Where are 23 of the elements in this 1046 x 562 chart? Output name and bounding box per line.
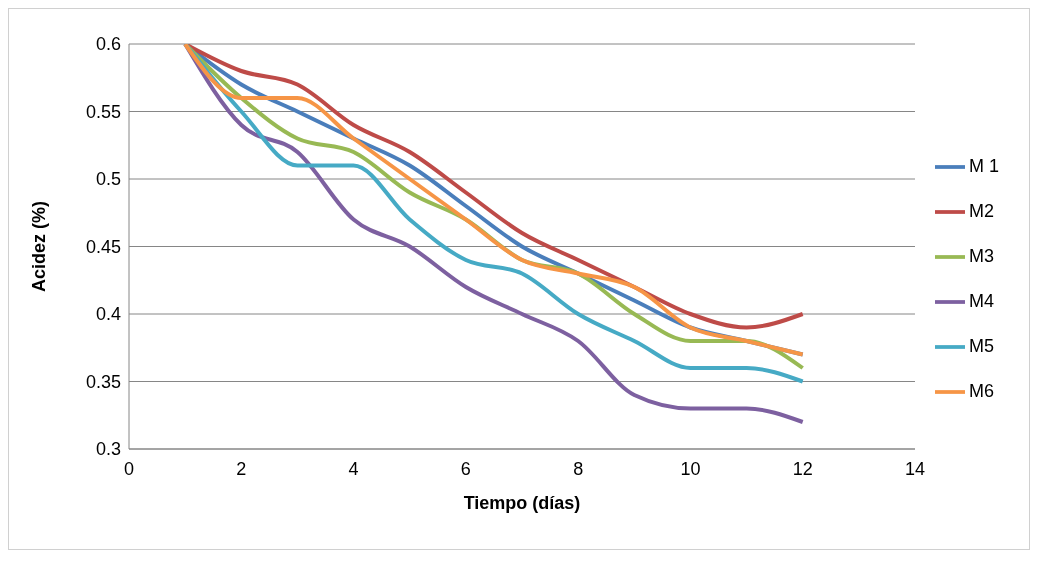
y-tick-label: 0.6 (95, 34, 121, 55)
x-tick-label: 10 (680, 459, 701, 479)
x-tick-label: 4 (348, 459, 359, 479)
y-tick-label: 0.45 (85, 236, 121, 257)
y-tick-label: 0.5 (95, 169, 121, 190)
y-axis-title: Acidez (%) (29, 200, 50, 293)
x-tick-label: 6 (460, 459, 471, 479)
y-tick-label: 0.35 (85, 371, 121, 392)
x-tick-label: 8 (573, 459, 584, 479)
legend-label: M 1 (968, 156, 999, 176)
x-tick-label: 2 (236, 459, 247, 479)
x-axis-title: Tiempo (días) (463, 493, 581, 513)
legend-label: M5 (968, 336, 994, 356)
y-tick-label: 0.4 (95, 304, 121, 325)
x-tick-label: 14 (904, 459, 925, 479)
x-tick-label: 12 (792, 459, 813, 479)
y-tick-label: 0.55 (85, 101, 121, 122)
x-tick-label: 0 (123, 459, 135, 479)
y-tick-label: 0.3 (95, 439, 121, 460)
legend-label: M2 (968, 201, 994, 221)
legend-label: M3 (968, 246, 994, 266)
legend-label: M6 (968, 381, 994, 401)
legend-label: M4 (968, 291, 994, 311)
